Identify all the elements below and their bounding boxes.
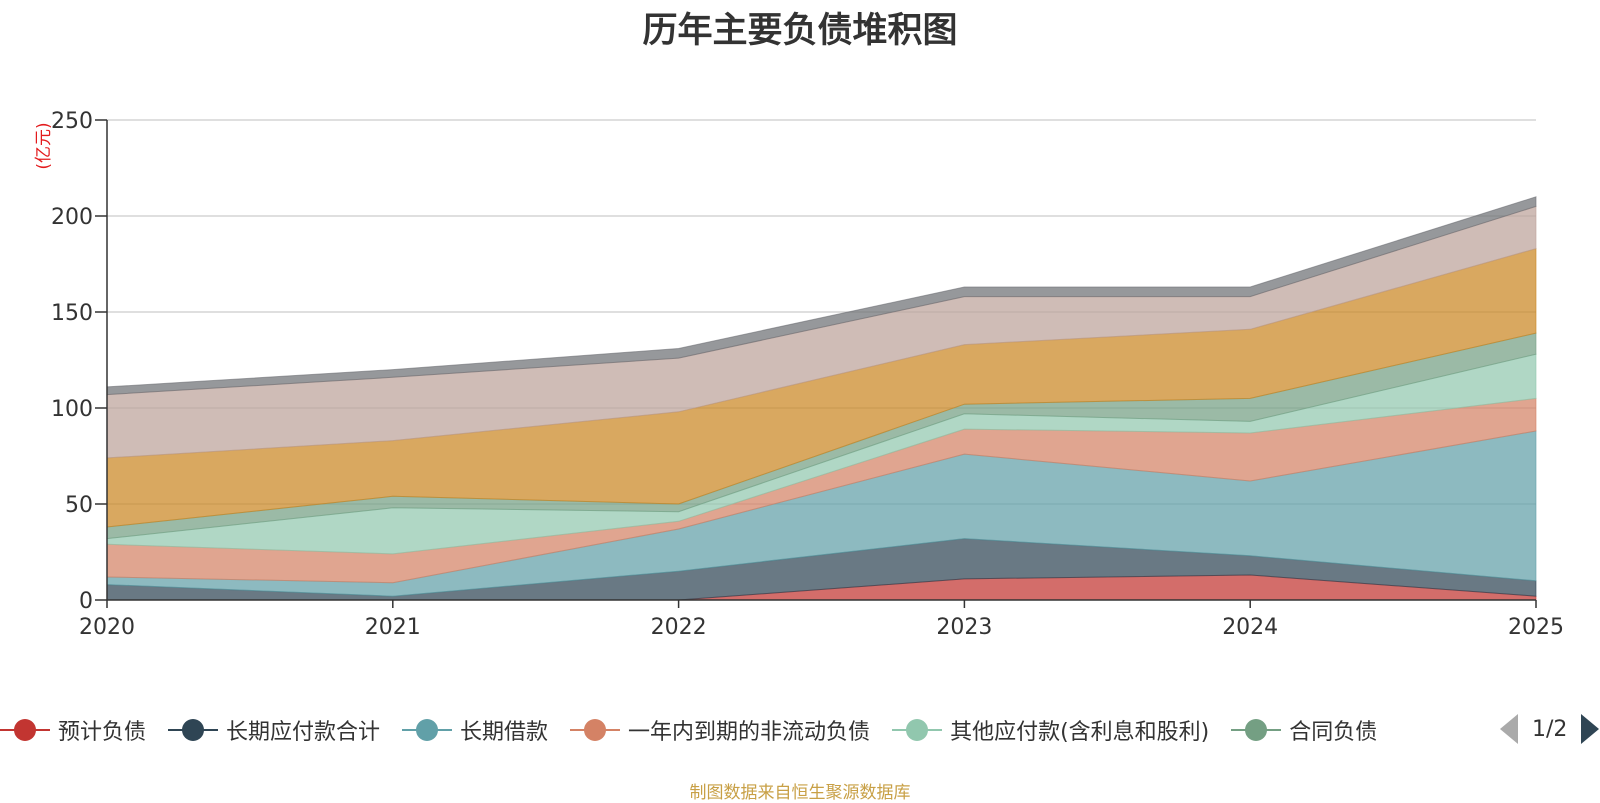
legend-marker-icon: [570, 718, 621, 742]
legend-label: 长期应付款合计: [226, 720, 381, 745]
y-tick-label: 200: [51, 205, 93, 230]
y-tick-label: 50: [65, 493, 93, 518]
area-series: [106, 196, 1537, 601]
legend-item[interactable]: 合同负债: [1231, 714, 1377, 746]
legend-prev-page-icon[interactable]: [1500, 714, 1518, 744]
y-tick-label: 150: [51, 301, 93, 326]
legend-label: 预计负债: [58, 720, 147, 745]
legend-marker-icon: [0, 718, 50, 742]
x-tick-label: 2020: [79, 615, 135, 640]
legend-pager: 1/2: [1500, 714, 1600, 744]
legend-label: 长期借款: [460, 720, 549, 745]
x-tick-label: 2025: [1508, 615, 1564, 640]
legend-label: 合同负债: [1289, 720, 1378, 745]
y-tick-label: 250: [51, 109, 93, 134]
legend-marker-icon: [1231, 718, 1282, 742]
axes: 0 50 100 150 200 250 2020 2021 2022 2023 2024 2025: [51, 109, 1564, 640]
x-tick-label: 2022: [651, 615, 707, 640]
x-tick-label: 2024: [1222, 615, 1278, 640]
legend: 预计负债 长期应付款合计 长期借款 一年内到期的非流动负债 其他应付款(含利息和股利) 合…: [0, 712, 1399, 748]
legend-item[interactable]: 预计负债: [0, 714, 146, 746]
legend-marker-icon: [892, 718, 943, 742]
data-source-note: 制图数据来自恒生聚源数据库: [689, 783, 911, 803]
legend-page-indicator: 1/2: [1532, 716, 1568, 742]
legend-item[interactable]: 一年内到期的非流动负债: [570, 714, 870, 746]
legend-label: 一年内到期的非流动负债: [628, 720, 871, 745]
legend-item[interactable]: 其他应付款(含利息和股利): [892, 714, 1209, 746]
y-tick-label: 100: [51, 397, 93, 422]
legend-item[interactable]: 长期借款: [402, 714, 548, 746]
area-8[interactable]: [106, 196, 1537, 396]
legend-next-page-icon[interactable]: [1581, 714, 1600, 744]
x-tick-label: 2021: [365, 615, 421, 640]
legend-label: 其他应付款(含利息和股利): [950, 720, 1210, 745]
legend-marker-icon: [402, 718, 453, 742]
legend-marker-icon: [168, 718, 219, 742]
legend-item[interactable]: 长期应付款合计: [168, 714, 380, 746]
y-tick-label: 0: [79, 589, 93, 614]
y-axis-unit-label: (亿元): [34, 122, 54, 169]
chart-title: 历年主要负债堆积图: [642, 11, 958, 51]
x-tick-label: 2023: [936, 615, 992, 640]
